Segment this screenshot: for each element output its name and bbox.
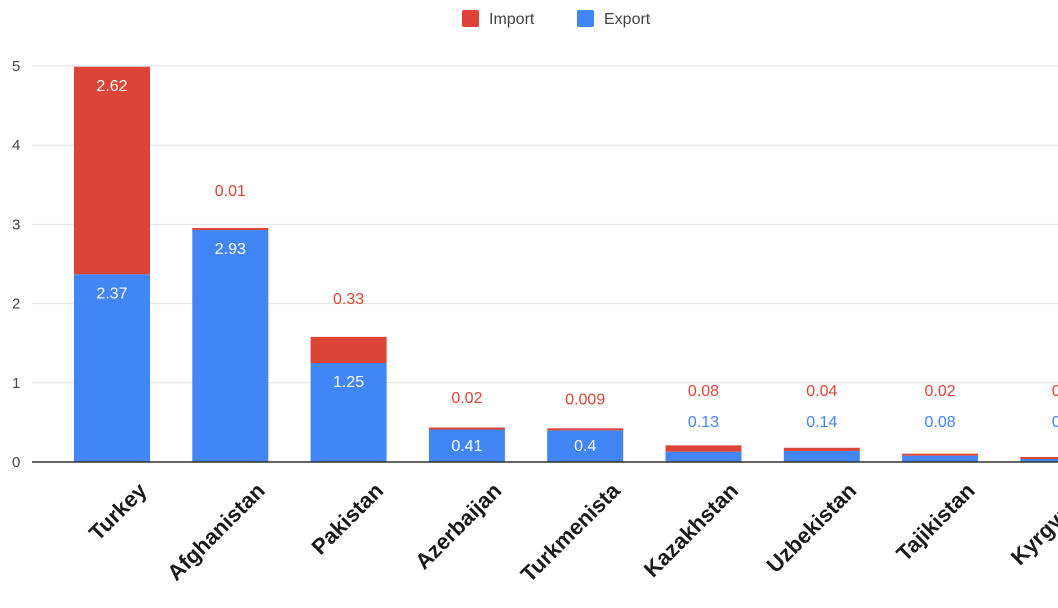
data-label-export: 0.4: [574, 438, 596, 455]
x-tick-label: Uzbekistan: [762, 478, 862, 578]
data-label-import: 0.08: [688, 383, 719, 400]
data-label-import: 2.62: [96, 78, 127, 95]
y-tick-label: 4: [12, 137, 20, 154]
y-tick-label: 5: [12, 58, 20, 75]
data-label-export: 0.13: [688, 414, 719, 431]
data-label-import: 0.02: [451, 390, 482, 407]
bar-import-pakistan: [310, 336, 387, 363]
data-label-import: 0.33: [333, 291, 364, 308]
bar-import-kazakhstan: [665, 445, 742, 452]
x-tick-label: Turkey: [84, 477, 152, 545]
x-tick-label: Azerbaijan: [410, 478, 506, 574]
bar-export-kazakhstan: [665, 451, 742, 462]
data-label-export: 2.93: [215, 241, 246, 258]
x-tick-label: Pakistan: [306, 478, 388, 560]
y-tick-label: 2: [12, 296, 20, 313]
data-label-export: 0.08: [925, 414, 956, 431]
x-axis-ticks: Turkey Afghanistan Pakistan Azerbaijan Turkm…: [84, 477, 1058, 587]
bars: [74, 66, 1058, 462]
data-label-import: 0.01: [215, 183, 246, 200]
x-tick-label: Turkmenista: [516, 477, 626, 587]
bar-import-turkey: [74, 66, 150, 275]
x-tick-label: Tajikistan: [891, 478, 979, 566]
bar-export-turkmenista: [547, 430, 624, 462]
bar-import-uzbekistan: [783, 447, 860, 451]
data-label-export: 0.41: [451, 438, 482, 455]
bar-import-tajikistan: [902, 453, 979, 456]
bar-export-kyrgyzsta: [1020, 459, 1058, 462]
bar-export-uzbekistan: [783, 450, 860, 462]
data-label-import: 0.02: [925, 383, 956, 400]
bar-export-azerbaijan: [428, 429, 505, 462]
data-label-export: 0.: [1052, 414, 1058, 431]
data-label-export: 0.14: [806, 414, 837, 431]
data-label-import: 0.: [1052, 383, 1058, 400]
bar-import-turkmenista: [547, 428, 624, 431]
legend-label-export: Export: [604, 11, 651, 28]
bar-export-afghanistan: [192, 229, 269, 462]
bar-import-kyrgyzsta: [1020, 457, 1058, 459]
legend-label-import: Import: [489, 11, 535, 28]
bar-import-afghanistan: [192, 227, 269, 230]
bar-export-turkey: [74, 274, 150, 462]
legend: Import Export: [462, 10, 651, 28]
x-tick-label: Afghanistan: [162, 478, 270, 586]
legend-swatch-import: [462, 10, 479, 27]
data-labels: 2.37 2.62 2.93 0.01 1.25 0.33 0.41 0.02 0.4 0.009…: [96, 78, 1058, 455]
grid-lines: [32, 65, 1058, 384]
data-label-import: 0.009: [565, 392, 605, 409]
legend-swatch-export: [577, 10, 594, 27]
y-tick-label: 3: [12, 216, 20, 233]
data-label-export: 2.37: [96, 285, 127, 302]
y-axis-ticks: 0 1 2 3 4 5: [12, 58, 20, 471]
y-tick-label: 1: [12, 375, 20, 392]
y-tick-label: 0: [12, 454, 20, 471]
bar-export-pakistan: [310, 363, 387, 462]
x-tick-label: Kyrgyzsta: [1006, 477, 1058, 570]
data-label-export: 1.25: [333, 374, 364, 391]
bar-export-tajikistan: [902, 455, 979, 462]
x-tick-label: Kazakhstan: [639, 478, 743, 582]
bar-import-azerbaijan: [428, 427, 505, 430]
data-label-import: 0.04: [806, 383, 837, 400]
